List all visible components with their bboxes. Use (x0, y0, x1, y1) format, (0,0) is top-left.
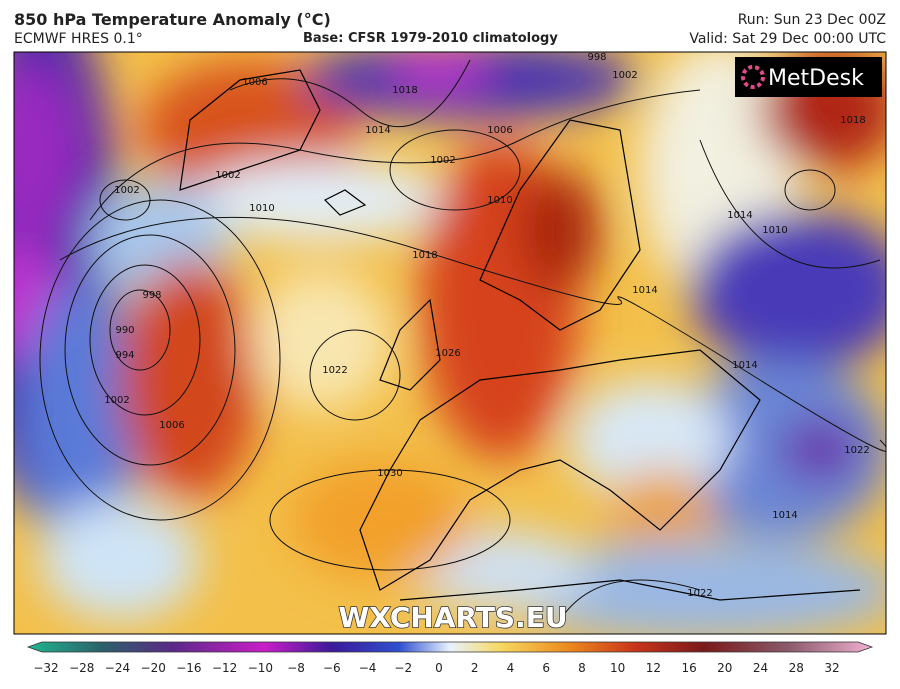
colorbar-label: −4 (359, 661, 377, 675)
colorbar-label: 12 (646, 661, 661, 675)
isobars (39, 59, 886, 621)
isobar-label: 994 (115, 350, 134, 361)
logo-icon (741, 65, 765, 89)
colorbar-label: 6 (542, 661, 550, 675)
colorbar-label: −20 (141, 661, 166, 675)
colorbar-label: −6 (323, 661, 341, 675)
colorbar-bar (26, 641, 874, 653)
title: 850 hPa Temperature Anomaly (°C) (14, 10, 331, 29)
isobar-label: 1002 (612, 70, 637, 81)
isobar-label: 1018 (392, 85, 417, 96)
colorbar-label: 16 (681, 661, 696, 675)
isobar-label: 1026 (435, 348, 460, 359)
isobar-label: 1006 (159, 420, 184, 431)
isobar-label: 1002 (430, 155, 455, 166)
colorbar-label: 28 (789, 661, 804, 675)
isobar-label: 1002 (114, 185, 139, 196)
isobar-label: 1018 (840, 115, 865, 126)
logo-text: MetDesk (768, 66, 864, 91)
isobar-label: 1014 (732, 360, 757, 371)
isobar-label: 1022 (844, 445, 869, 456)
colorbar-label: −16 (176, 661, 201, 675)
isobar-label: 998 (142, 290, 161, 301)
watermark: WXCHARTS.EU (338, 601, 567, 634)
colorbar-label: 0 (435, 661, 443, 675)
isobar-label: 1010 (487, 195, 512, 206)
isobar-label: 1014 (772, 510, 797, 521)
colorbar: −32 −28 −24 −20 −16 −12 −10 −8 −6 −4 −2 0 2 4 6 8 10 12 16… (26, 641, 874, 675)
isobar-label: 1030 (377, 468, 402, 479)
colorbar-label: −24 (105, 661, 130, 675)
isobar-label: 1010 (249, 203, 274, 214)
colorbar-label: −8 (287, 661, 305, 675)
colorbar-label: 32 (824, 661, 839, 675)
colorbar-label: 24 (753, 661, 768, 675)
map-frame (13, 51, 887, 635)
run: Run: Sun 23 Dec 00Z (737, 12, 886, 28)
isobar-label: 1006 (242, 77, 267, 88)
colorbar-label: −28 (69, 661, 94, 675)
valid: Valid: Sat 29 Dec 00:00 UTC (689, 31, 886, 47)
isobar-label: 1014 (632, 285, 657, 296)
colorbar-label: 10 (610, 661, 625, 675)
isobar-label: 1022 (687, 588, 712, 599)
base: Base: CFSR 1979-2010 climatology (303, 31, 558, 46)
isobar-label: 998 (587, 52, 606, 63)
isobar-label: 1002 (215, 170, 240, 181)
colorbar-label: −10 (248, 661, 273, 675)
model: ECMWF HRES 0.1° (14, 31, 143, 47)
colorbar-label: 20 (717, 661, 732, 675)
colorbar-label: −2 (394, 661, 412, 675)
isobar-label: 1002 (104, 395, 129, 406)
logo-box (735, 57, 882, 97)
coastlines (179, 69, 861, 601)
colorbar-label: −32 (33, 661, 58, 675)
isobar-label: 1014 (727, 210, 752, 221)
isobar-label: 1022 (322, 365, 347, 376)
colorbar-label: −12 (212, 661, 237, 675)
colorbar-label: 4 (507, 661, 515, 675)
isobar-label: 1014 (365, 125, 390, 136)
isobar-label: 990 (115, 325, 134, 336)
isobar-label: 1010 (762, 225, 787, 236)
anomaly-field: 1006 1018 1002 998 1014 1006 1002 1002 1002 1010 1… (14, 52, 886, 634)
isobar-label: 1006 (487, 125, 512, 136)
isobar-label: 1018 (412, 250, 437, 261)
colorbar-label: 8 (578, 661, 586, 675)
colorbar-label: 2 (471, 661, 479, 675)
